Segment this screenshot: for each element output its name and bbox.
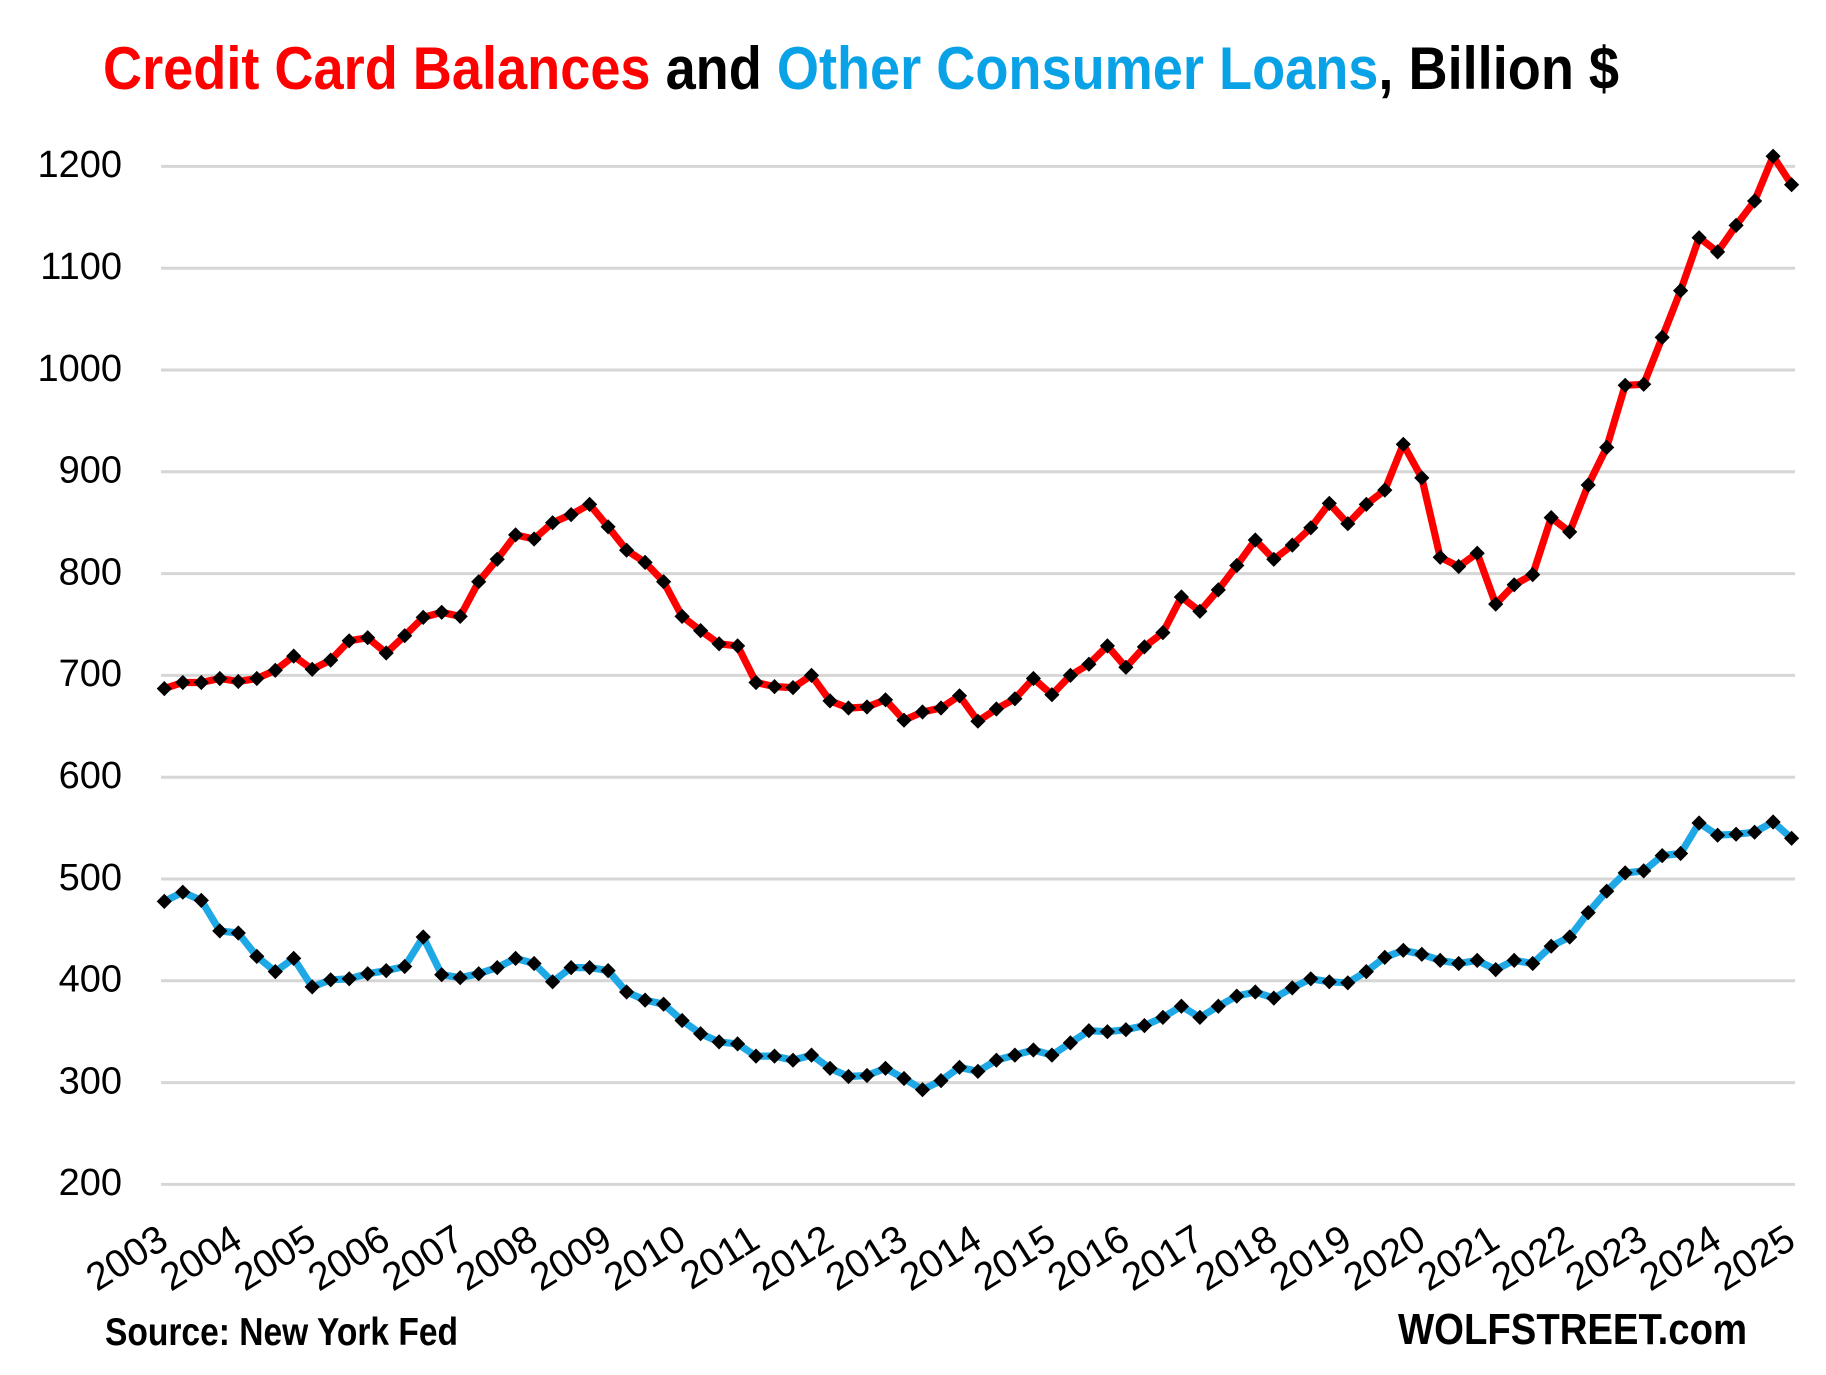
svg-text:1000: 1000 [37,348,122,390]
svg-text:2025: 2025 [1706,1217,1802,1299]
svg-text:200: 200 [59,1162,122,1204]
svg-text:700: 700 [59,653,122,695]
svg-text:900: 900 [59,450,122,492]
svg-text:1200: 1200 [37,144,122,186]
svg-text:300: 300 [59,1060,122,1102]
svg-text:800: 800 [59,551,122,593]
svg-text:500: 500 [59,857,122,899]
svg-text:600: 600 [59,755,122,797]
svg-text:1100: 1100 [40,246,122,288]
svg-text:400: 400 [59,959,122,1001]
